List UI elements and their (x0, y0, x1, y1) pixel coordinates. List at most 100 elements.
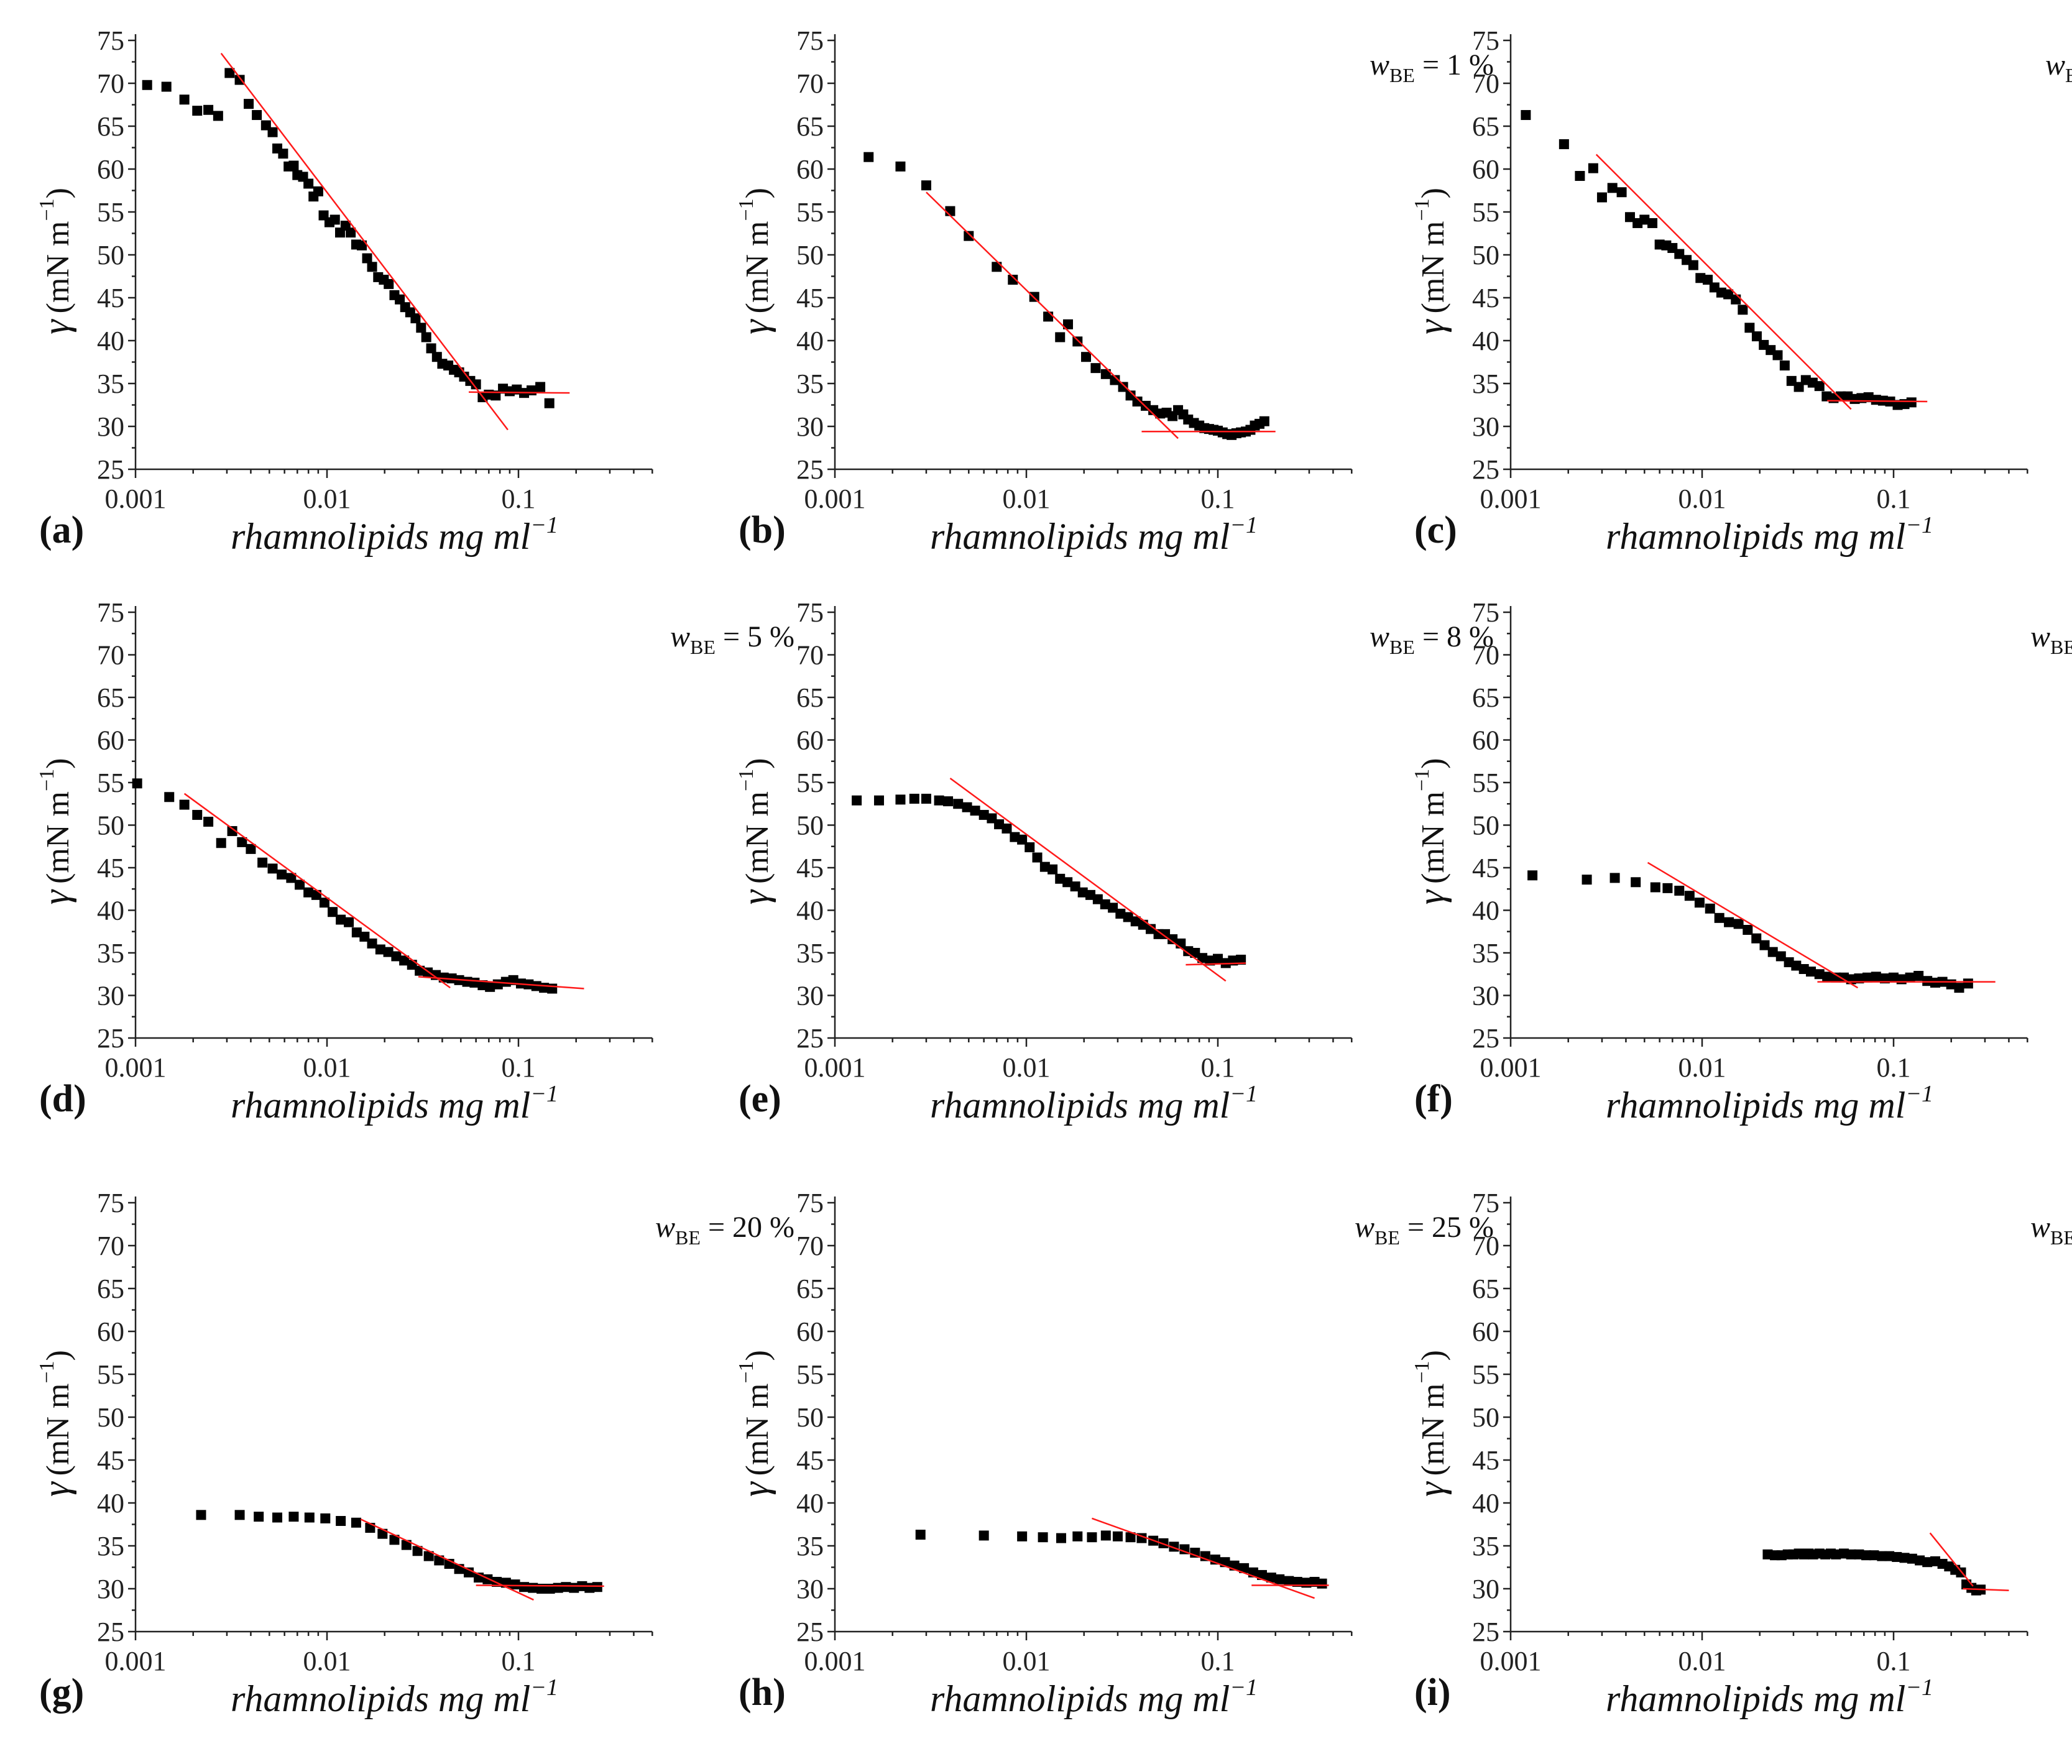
x-tick-label: 0.1 (1201, 484, 1235, 514)
data-point (1100, 1530, 1111, 1541)
data-point (1854, 973, 1864, 984)
data-point (389, 1535, 400, 1545)
data-point (196, 1510, 206, 1520)
y-tick-label: 60 (97, 1316, 124, 1347)
data-point (421, 332, 431, 342)
data-point (416, 323, 426, 333)
data-point (1090, 363, 1101, 374)
y-tick-label: 60 (1472, 1316, 1499, 1347)
data-point (1647, 218, 1658, 228)
y-tick-label: 30 (97, 981, 124, 1011)
x-tick-label: 0.1 (1877, 484, 1911, 514)
data-point (1039, 861, 1050, 872)
data-point (357, 240, 367, 250)
data-point (224, 68, 235, 78)
y-tick-label: 70 (97, 1231, 124, 1261)
data-point (1607, 183, 1618, 193)
data-point (1588, 163, 1598, 173)
x-tick-label: 0.01 (303, 1052, 351, 1083)
y-tick-label: 40 (796, 326, 824, 356)
data-point (1714, 912, 1724, 923)
x-tick-label: 0.001 (105, 1646, 167, 1676)
data-point (1954, 983, 1964, 993)
y-tick-label: 75 (1472, 597, 1499, 628)
data-point (895, 794, 906, 805)
x-tick-label: 0.01 (1003, 1052, 1051, 1083)
data-point (434, 1555, 444, 1566)
y-tick-label: 70 (1472, 68, 1499, 99)
y-tick-label: 35 (1472, 938, 1499, 968)
panel-label: (a) (39, 509, 84, 551)
y-tick-label: 75 (796, 1188, 824, 1218)
data-point (1072, 1531, 1083, 1541)
y-tick-label: 75 (97, 1188, 124, 1218)
data-point (1197, 953, 1208, 963)
data-point (1869, 1550, 1879, 1561)
y-tick-label: 50 (1472, 240, 1499, 270)
data-point (254, 1512, 264, 1522)
data-point (1017, 1531, 1028, 1541)
chart-panel-e: 25 30 35 40 45 50 55 60 65 70 75 0.001 0.01 0.1 γ(mN m… (735, 597, 1494, 1126)
y-tick-label: 65 (1472, 1274, 1499, 1304)
data-point (304, 1512, 315, 1523)
data-point (164, 792, 175, 802)
y-tick-label: 45 (796, 1445, 824, 1476)
data-point (994, 819, 1005, 830)
fit-line (949, 778, 1227, 982)
data-point (1001, 823, 1012, 834)
y-tick-label: 70 (796, 68, 824, 99)
y-tick-label: 40 (97, 896, 124, 926)
data-point (362, 253, 372, 264)
x-tick-label: 0.01 (1678, 1646, 1726, 1676)
data-point (237, 837, 247, 847)
data-point (528, 1583, 538, 1593)
y-tick-label: 35 (97, 1531, 124, 1561)
data-point (412, 1546, 423, 1556)
data-point (216, 838, 226, 848)
x-tick-label: 0.001 (804, 1052, 866, 1083)
data-point (1767, 947, 1778, 957)
y-axis-label: γ(mN m−1) (35, 1350, 76, 1497)
y-tick-label: 60 (796, 1316, 824, 1347)
data-point (252, 110, 262, 121)
data-point (1723, 289, 1734, 300)
data-point (527, 385, 537, 396)
data-point (1863, 392, 1874, 403)
x-axis-label: rhamnolipids mg ml−1 (930, 512, 1258, 557)
fit-line (1186, 962, 1246, 966)
y-tick-label: 40 (1472, 326, 1499, 356)
y-tick-label: 65 (796, 111, 824, 142)
data-point (1559, 139, 1569, 149)
y-tick-label: 25 (97, 1023, 124, 1054)
y-tick-label: 35 (796, 369, 824, 399)
data-point (1167, 934, 1178, 945)
data-point (1582, 875, 1592, 885)
y-tick-label: 50 (97, 1402, 124, 1433)
data-point (471, 379, 481, 390)
x-tick-label: 0.001 (105, 484, 167, 514)
data-point (1292, 1576, 1302, 1587)
data-point (1822, 972, 1833, 982)
y-tick-label: 55 (1472, 768, 1499, 798)
data-point (1024, 842, 1035, 853)
data-point (535, 382, 546, 392)
data-point (244, 99, 254, 109)
x-tick-label: 0.001 (804, 1646, 866, 1676)
y-tick-label: 50 (97, 240, 124, 270)
data-point (1123, 912, 1133, 922)
y-tick-label: 60 (796, 725, 824, 756)
y-axis-label: γ(mN m−1) (1411, 188, 1452, 334)
data-point (203, 104, 214, 115)
x-axis-label: rhamnolipids mg ml−1 (231, 1674, 558, 1719)
x-tick-label: 0.1 (1877, 1052, 1911, 1083)
y-tick-label: 45 (1472, 1445, 1499, 1476)
data-point (384, 278, 394, 289)
data-point (953, 799, 964, 809)
data-point (1751, 331, 1762, 342)
data-point (978, 810, 989, 820)
data-point (1624, 212, 1635, 223)
wbe-annotation: wBE = 1 % (1370, 48, 1494, 86)
data-point (1631, 877, 1641, 888)
data-point (1130, 916, 1141, 927)
data-point (295, 880, 305, 890)
